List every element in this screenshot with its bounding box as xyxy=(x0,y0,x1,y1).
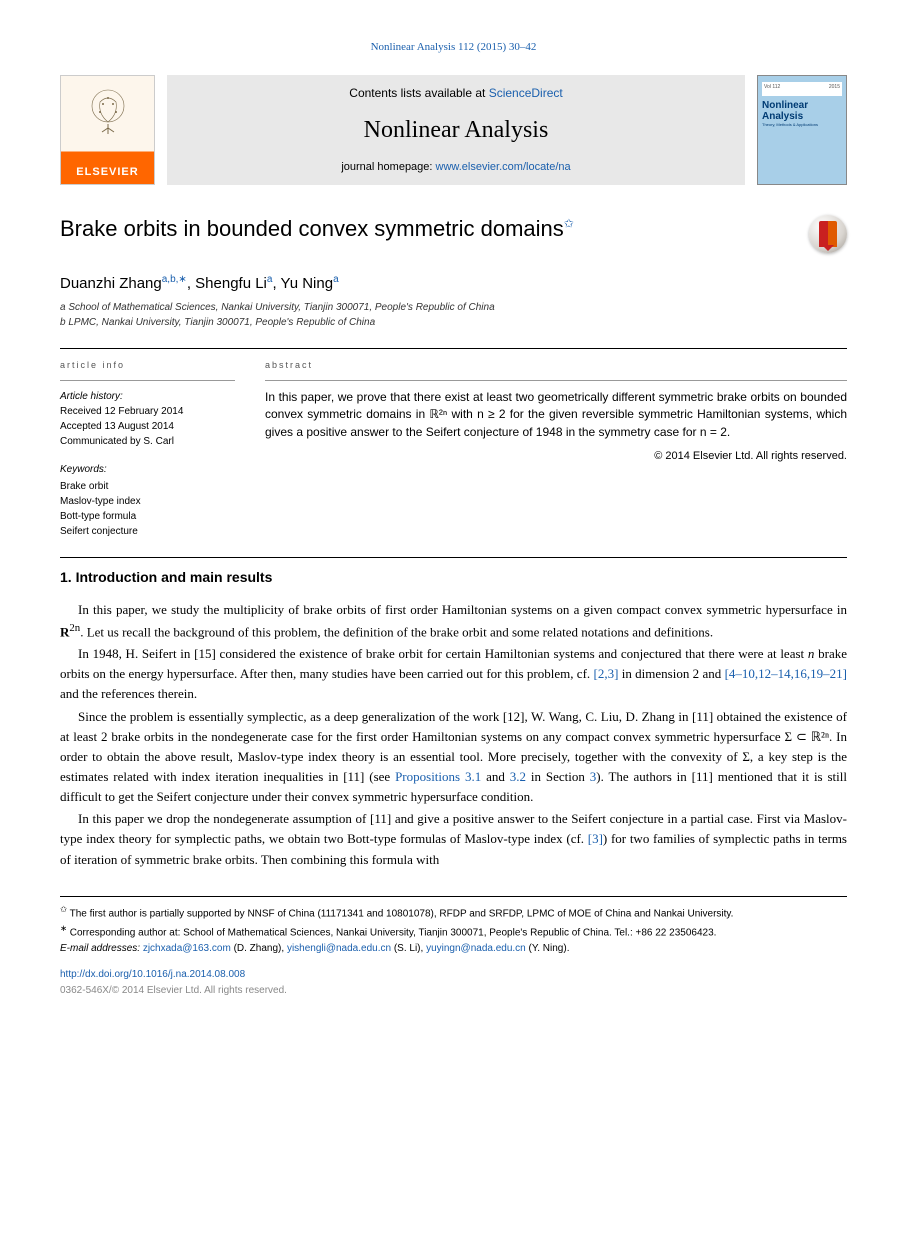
affiliation-a: a School of Mathematical Sciences, Nanka… xyxy=(60,300,847,315)
abstract-column: abstract In this paper, we prove that th… xyxy=(265,359,847,539)
copyright: © 2014 Elsevier Ltd. All rights reserved… xyxy=(265,449,847,464)
history-head: Article history: xyxy=(60,389,235,404)
grant-footnote: ✩ The first author is partially supporte… xyxy=(60,903,847,922)
author-2: Shengfu Li xyxy=(195,275,267,292)
journal-name: Nonlinear Analysis xyxy=(364,114,549,148)
email-label: E-mail addresses: xyxy=(60,943,140,954)
ref-link[interactable]: [4–10,12–14,16,19–21] xyxy=(725,666,847,681)
title-footnote-mark[interactable]: ✩ xyxy=(564,217,574,231)
crossmark-icon[interactable] xyxy=(809,215,847,253)
issn-copyright: 0362-546X/© 2014 Elsevier Ltd. All right… xyxy=(60,985,287,996)
section-number: 1. xyxy=(60,569,72,585)
article-history: Article history: Received 12 February 20… xyxy=(60,389,235,449)
ref-link[interactable]: 3.2 xyxy=(510,769,526,784)
contents-prefix: Contents lists available at xyxy=(349,86,488,100)
section-heading: 1. Introduction and main results xyxy=(60,568,847,588)
keyword: Seifert conjecture xyxy=(60,524,235,539)
ref-link[interactable]: Propositions 3.1 xyxy=(395,769,481,784)
author-3: Yu Ning xyxy=(281,275,334,292)
email-link[interactable]: yishengli@nada.edu.cn xyxy=(287,943,391,954)
banner-center: Contents lists available at ScienceDirec… xyxy=(167,75,745,185)
authors: Duanzhi Zhanga,b,∗, Shengfu Lia, Yu Ning… xyxy=(60,273,847,294)
cover-sub: Theory, Methods & Applications xyxy=(762,122,842,128)
ref-link[interactable]: [2,3] xyxy=(594,666,619,681)
keyword: Maslov-type index xyxy=(60,494,235,509)
body-text: In this paper, we study the multiplicity… xyxy=(60,600,847,870)
abstract-text: In this paper, we prove that there exist… xyxy=(265,389,847,441)
article-info-head: article info xyxy=(60,359,235,372)
section-title: Introduction and main results xyxy=(72,569,273,585)
header-banner: ELSEVIER Contents lists available at Sci… xyxy=(60,75,847,185)
email-link[interactable]: yuyingn@nada.edu.cn xyxy=(426,943,526,954)
emails: E-mail addresses: zjchxada@163.com (D. Z… xyxy=(60,941,847,957)
footnotes: ✩ The first author is partially supporte… xyxy=(60,896,847,1000)
citation: Nonlinear Analysis 112 (2015) 30–42 xyxy=(60,40,847,55)
article-info: article info Article history: Received 1… xyxy=(60,359,235,539)
homepage-prefix: journal homepage: xyxy=(341,161,435,173)
affiliations: a School of Mathematical Sciences, Nanka… xyxy=(60,300,847,330)
homepage-line: journal homepage: www.elsevier.com/locat… xyxy=(341,160,570,175)
communicated-by: Communicated by S. Carl xyxy=(60,434,235,449)
contents-line: Contents lists available at ScienceDirec… xyxy=(349,85,562,102)
title-text: Brake orbits in bounded convex symmetric… xyxy=(60,216,564,241)
abstract-head: abstract xyxy=(265,359,847,372)
received-date: Received 12 February 2014 xyxy=(60,404,235,419)
cover-title: Nonlinear Analysis xyxy=(762,100,842,122)
author-1-corr[interactable]: ∗ xyxy=(178,274,186,285)
corresponding-footnote: ∗ Corresponding author at: School of Mat… xyxy=(60,922,847,941)
cover-thumbnail[interactable]: Vol 1122015 Nonlinear Analysis Theory, M… xyxy=(757,75,847,185)
elsevier-label: ELSEVIER xyxy=(76,165,138,180)
elsevier-logo[interactable]: ELSEVIER xyxy=(60,75,155,185)
author-1: Duanzhi Zhang xyxy=(60,275,162,292)
doi-link[interactable]: http://dx.doi.org/10.1016/j.na.2014.08.0… xyxy=(60,969,245,980)
keywords: Brake orbit Maslov-type index Bott-type … xyxy=(60,479,235,539)
keywords-head: Keywords: xyxy=(60,463,235,477)
article-title: Brake orbits in bounded convex symmetric… xyxy=(60,215,574,244)
ref-link[interactable]: [3] xyxy=(588,831,603,846)
email-link[interactable]: zjchxada@163.com xyxy=(143,943,231,954)
author-1-aff: a,b, xyxy=(162,274,179,285)
accepted-date: Accepted 13 August 2014 xyxy=(60,419,235,434)
elsevier-tree-icon xyxy=(78,84,138,144)
affiliation-b: b LPMC, Nankai University, Tianjin 30007… xyxy=(60,315,847,330)
keyword: Bott-type formula xyxy=(60,509,235,524)
corr-mark: ∗ xyxy=(60,923,67,933)
sciencedirect-link[interactable]: ScienceDirect xyxy=(489,86,563,100)
keyword: Brake orbit xyxy=(60,479,235,494)
homepage-link[interactable]: www.elsevier.com/locate/na xyxy=(436,161,571,173)
author-3-aff: a xyxy=(333,274,339,285)
